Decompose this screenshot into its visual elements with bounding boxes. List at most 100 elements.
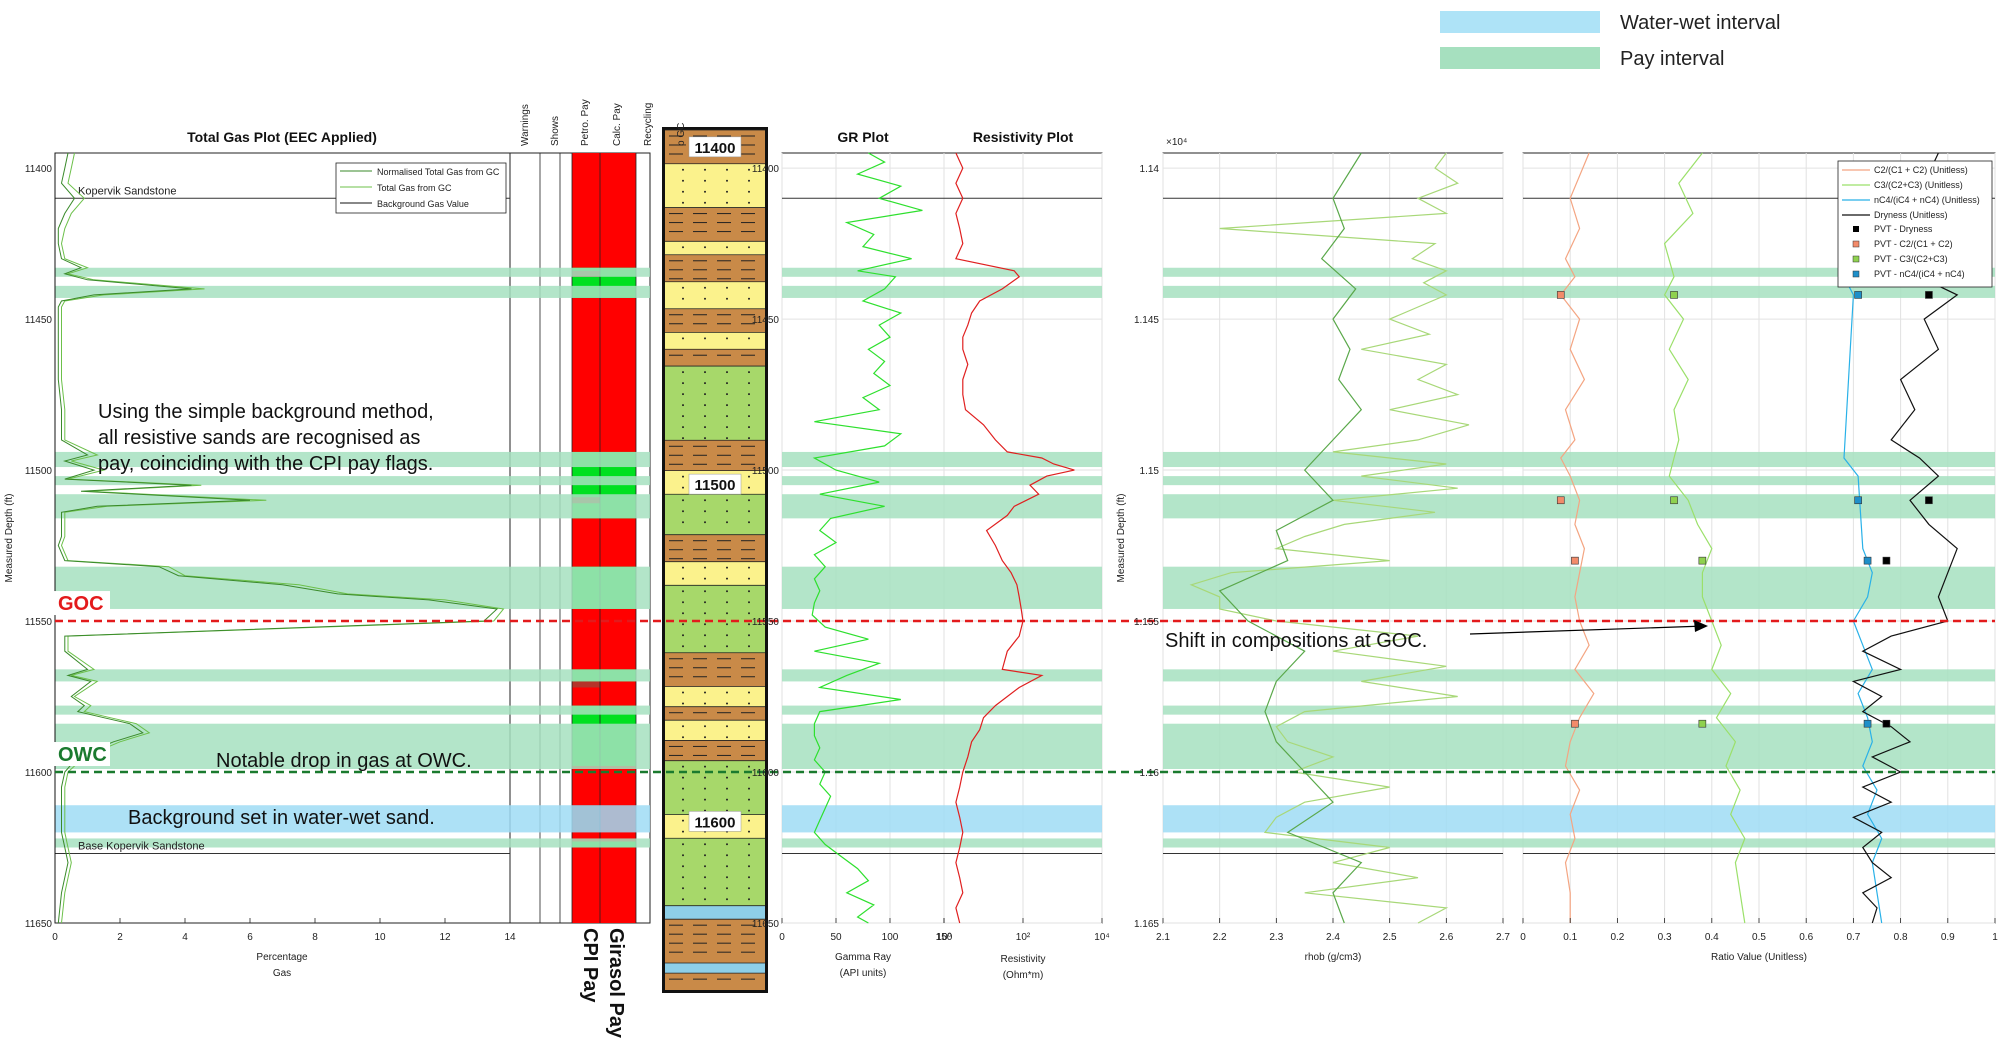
pay-interval bbox=[782, 451, 1102, 468]
sand-dot bbox=[704, 787, 706, 790]
pvt-point bbox=[1863, 556, 1872, 565]
water-wet-interval bbox=[55, 805, 650, 833]
pvt-point bbox=[1571, 719, 1579, 728]
gas-x-tick-label: 2 bbox=[117, 932, 123, 943]
gas-note-line-1: Using the simple background method, bbox=[98, 401, 434, 423]
pay-interval bbox=[782, 669, 1102, 682]
sand-dot bbox=[726, 510, 728, 513]
litho-layer-shale bbox=[665, 207, 765, 242]
owc-note: Notable drop in gas at OWC. bbox=[216, 750, 472, 772]
sand-dot bbox=[726, 854, 728, 857]
litho-layer-paysand bbox=[665, 366, 765, 441]
ratio-x-tick-label: 0.8 bbox=[1894, 932, 1908, 943]
sand-dot bbox=[682, 725, 684, 728]
gas-note-line-3: pay, coinciding with the CPI pay flags. bbox=[98, 453, 433, 475]
calc-pay-flag-brown bbox=[572, 681, 600, 688]
ratio-curve bbox=[1851, 152, 1959, 924]
goc-note: Shift in compositions at GOC. bbox=[1165, 630, 1427, 652]
gamma-ray-curve bbox=[811, 152, 923, 924]
sand-dot bbox=[682, 426, 684, 429]
rhob-xlabel: rhob (g/cm3) bbox=[1305, 952, 1362, 963]
gr-depth-tick: 11650 bbox=[752, 919, 780, 930]
sand-dot bbox=[748, 499, 750, 502]
pay-interval bbox=[1163, 838, 1995, 848]
sand-dot bbox=[704, 297, 706, 300]
sand-dot bbox=[748, 437, 750, 440]
pay-interval bbox=[55, 267, 650, 277]
gas-x-tick-label: 4 bbox=[182, 932, 188, 943]
interval-shading bbox=[55, 267, 1995, 848]
gas-depth-tick: 11400 bbox=[25, 164, 53, 175]
rhob-depth-tick: 1.145 bbox=[1134, 315, 1159, 326]
caption-cpi-pay: CPI Pay bbox=[579, 928, 601, 1003]
goc-note-arrow bbox=[1469, 625, 1706, 635]
sand-dot bbox=[748, 475, 750, 478]
sand-dot bbox=[682, 612, 684, 615]
pvt-point bbox=[1863, 719, 1872, 728]
litho-layer-shale bbox=[665, 740, 765, 761]
gas-depth-tick: 11550 bbox=[25, 617, 53, 628]
sand-dot bbox=[704, 798, 706, 801]
gas-legend: Normalised Total Gas from GC Total Gas f… bbox=[335, 162, 507, 214]
legend-label-pay: Pay interval bbox=[1620, 48, 1725, 70]
sand-dot bbox=[704, 437, 706, 440]
rhob-x-tick-label: 2.2 bbox=[1213, 932, 1227, 943]
sand-dot bbox=[682, 843, 684, 846]
sand-dot bbox=[704, 776, 706, 779]
sand-dot bbox=[726, 337, 728, 340]
pay-interval bbox=[782, 705, 1102, 715]
sand-dot bbox=[704, 865, 706, 868]
litho-depth-box bbox=[688, 811, 742, 832]
rhob-depth-tick: 1.155 bbox=[1134, 617, 1159, 628]
pvt-point bbox=[1882, 719, 1891, 728]
sand-dot bbox=[748, 382, 750, 385]
sand-dot bbox=[704, 601, 706, 604]
gr-x-tick-label: 150 bbox=[936, 932, 953, 943]
pay-interval bbox=[1163, 476, 1995, 486]
sand-dot bbox=[748, 876, 750, 879]
sand-dot bbox=[748, 865, 750, 868]
sand-dot bbox=[726, 382, 728, 385]
pay-interval bbox=[782, 476, 1102, 486]
sand-dot bbox=[726, 393, 728, 396]
sand-dot bbox=[682, 404, 684, 407]
rhob-x-tick-label: 2.6 bbox=[1439, 932, 1453, 943]
litho-layer-shale bbox=[665, 919, 765, 964]
sand-dot bbox=[726, 736, 728, 739]
gas-legend-item-0: Normalised Total Gas from GC bbox=[377, 167, 500, 177]
contact-label-bg bbox=[54, 742, 110, 767]
contact-label-owc: OWC bbox=[58, 744, 107, 766]
sand-dot bbox=[748, 415, 750, 418]
pvt-point bbox=[1925, 496, 1933, 505]
sand-dot bbox=[748, 809, 750, 812]
litho-depth-box bbox=[688, 473, 742, 495]
sand-dot bbox=[704, 854, 706, 857]
sand-dot bbox=[748, 286, 750, 289]
pvt-points bbox=[1556, 291, 1933, 728]
sand-dot bbox=[748, 830, 750, 833]
sand-dot bbox=[682, 566, 684, 569]
sand-dot bbox=[748, 577, 750, 580]
gr-xlabel2: (API units) bbox=[840, 968, 887, 979]
gr-depth-tick: 11400 bbox=[752, 164, 780, 175]
sand-dot bbox=[748, 486, 750, 489]
sand-dot bbox=[682, 475, 684, 478]
sand-dot bbox=[748, 798, 750, 801]
depth-axis-label-gas: Measured Depth (ft) bbox=[4, 494, 15, 583]
litho-layer-paysand bbox=[665, 585, 765, 653]
legend-swatch-water bbox=[1440, 11, 1600, 33]
bg-note: Background set in water-wet sand. bbox=[128, 807, 435, 829]
sand-dot bbox=[748, 645, 750, 648]
litho-layer-paysand bbox=[665, 494, 765, 535]
pay-interval bbox=[55, 669, 650, 682]
sand-dot bbox=[726, 179, 728, 182]
gas-depth-tick: 11650 bbox=[25, 919, 53, 930]
sand-dot bbox=[748, 393, 750, 396]
litho-layer-sand bbox=[665, 281, 765, 309]
pvt-point bbox=[1571, 556, 1579, 565]
litho-layer-shale bbox=[665, 349, 765, 367]
sand-dot bbox=[748, 601, 750, 604]
sand-dot bbox=[682, 776, 684, 779]
gr-x-tick-label: 0 bbox=[779, 932, 785, 943]
